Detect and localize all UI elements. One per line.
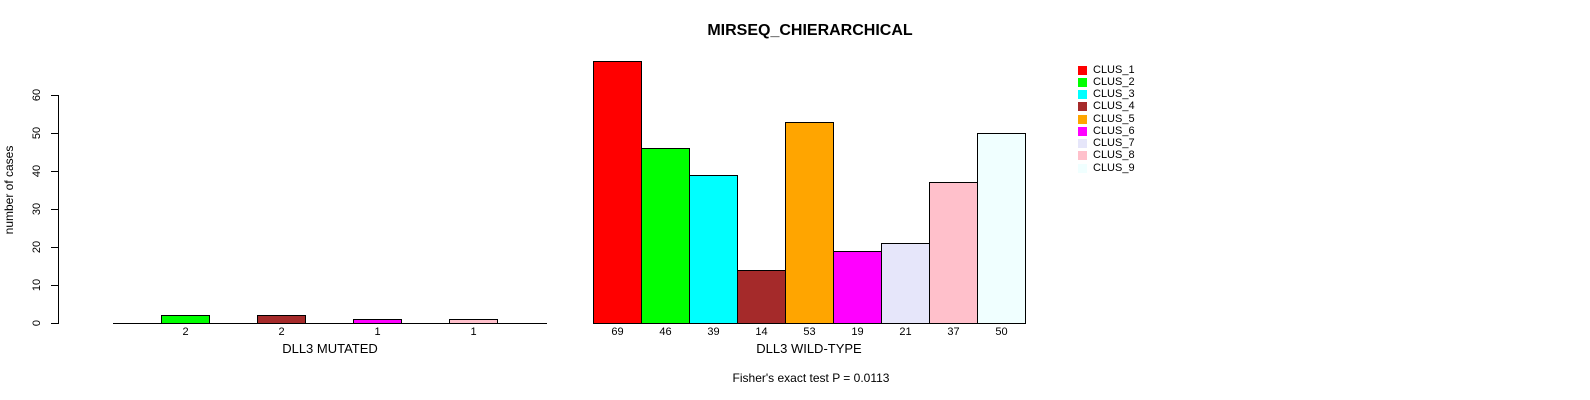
wildtype-bar-label-clus_6: 19 xyxy=(851,326,864,338)
legend-label-clus_8: CLUS_8 xyxy=(1093,149,1135,162)
legend-swatch-clus_7 xyxy=(1078,139,1087,149)
wildtype-bar-label-clus_8: 37 xyxy=(947,326,960,338)
wildtype-bar-clus_7 xyxy=(881,243,930,324)
y-tick xyxy=(51,209,58,210)
legend-swatch-clus_9 xyxy=(1078,163,1087,173)
y-tick-label: 0 xyxy=(31,319,43,327)
legend-label-clus_2: CLUS_2 xyxy=(1093,75,1135,88)
mutated-bar-clus_2 xyxy=(161,315,210,324)
legend-swatch-clus_5 xyxy=(1078,114,1087,124)
wildtype-bar-label-clus_5: 53 xyxy=(803,326,816,338)
wildtype-bar-clus_5 xyxy=(785,121,834,324)
legend-entry-clus_4: CLUS_4 xyxy=(1078,101,1135,113)
wildtype-bar-label-clus_1: 69 xyxy=(611,326,624,338)
x-axis-line-mutated xyxy=(113,323,547,324)
wildtype-bar-clus_4 xyxy=(737,269,786,324)
legend-swatch-clus_2 xyxy=(1078,77,1087,87)
legend-swatch-clus_6 xyxy=(1078,126,1087,136)
legend-swatch-clus_1 xyxy=(1078,65,1087,75)
mutated-bar-clus_8 xyxy=(449,319,498,324)
y-tick-label: 20 xyxy=(31,240,43,254)
legend-entry-clus_6: CLUS_6 xyxy=(1078,125,1135,137)
y-tick xyxy=(51,247,58,248)
legend-entry-clus_1: CLUS_1 xyxy=(1078,64,1135,76)
y-axis-title: number of cases xyxy=(2,145,16,235)
wildtype-bar-clus_1 xyxy=(593,60,642,324)
wildtype-bar-label-clus_9: 50 xyxy=(995,326,1008,338)
legend-entry-clus_3: CLUS_3 xyxy=(1078,89,1135,101)
wildtype-bar-clus_6 xyxy=(833,250,882,324)
wildtype-bar-label-clus_4: 14 xyxy=(755,326,768,338)
fisher-test-annotation: Fisher's exact test P = 0.0113 xyxy=(732,371,890,385)
y-tick xyxy=(51,285,58,286)
wildtype-bar-label-clus_2: 46 xyxy=(659,326,672,338)
legend-entry-clus_2: CLUS_2 xyxy=(1078,76,1135,88)
legend-swatch-clus_3 xyxy=(1078,90,1087,100)
legend-entry-clus_5: CLUS_5 xyxy=(1078,113,1135,125)
y-tick-label: 40 xyxy=(31,164,43,178)
y-tick-label: 50 xyxy=(31,126,43,140)
legend-label-clus_6: CLUS_6 xyxy=(1093,124,1135,137)
y-tick xyxy=(51,95,58,96)
legend-entry-clus_8: CLUS_8 xyxy=(1078,150,1135,162)
x-axis-title-dll3-mutated: DLL3 MUTATED xyxy=(282,341,378,356)
wildtype-bar-clus_2 xyxy=(641,148,690,324)
legend-entry-clus_9: CLUS_9 xyxy=(1078,162,1135,174)
legend-label-clus_7: CLUS_7 xyxy=(1093,137,1135,150)
legend-entry-clus_7: CLUS_7 xyxy=(1078,138,1135,150)
legend: CLUS_1 CLUS_2 CLUS_3 CLUS_4 CLUS_5 CLUS_6 CLUS… xyxy=(1078,64,1135,174)
y-tick-label: 10 xyxy=(31,278,43,292)
y-tick xyxy=(51,171,58,172)
wildtype-bar-clus_8 xyxy=(929,182,978,324)
mutated-bar-label-clus_6: 1 xyxy=(374,326,381,338)
mutated-bar-label-clus_4: 2 xyxy=(278,326,285,338)
legend-swatch-clus_8 xyxy=(1078,151,1087,161)
chart-title: MIRSEQ_CHIERARCHICAL xyxy=(707,22,913,39)
wildtype-bar-label-clus_3: 39 xyxy=(707,326,720,338)
mutated-bar-label-clus_2: 2 xyxy=(182,326,189,338)
legend-label-clus_4: CLUS_4 xyxy=(1093,100,1135,113)
y-tick xyxy=(51,133,58,134)
mutated-bar-clus_6 xyxy=(353,319,402,324)
y-tick-label: 30 xyxy=(31,202,43,216)
legend-label-clus_9: CLUS_9 xyxy=(1093,161,1135,174)
wildtype-bar-clus_9 xyxy=(977,133,1026,324)
y-tick xyxy=(51,323,58,324)
wildtype-bar-label-clus_7: 21 xyxy=(899,326,912,338)
wildtype-bar-clus_3 xyxy=(689,174,738,324)
x-axis-title-dll3-wild-type: DLL3 WILD-TYPE xyxy=(756,341,862,356)
legend-label-clus_3: CLUS_3 xyxy=(1093,88,1135,101)
mutated-bar-label-clus_8: 1 xyxy=(470,326,477,338)
y-tick-label: 60 xyxy=(31,88,43,102)
legend-label-clus_5: CLUS_5 xyxy=(1093,112,1135,125)
mutated-bar-clus_4 xyxy=(257,315,306,324)
y-axis-line xyxy=(58,95,59,324)
legend-label-clus_1: CLUS_1 xyxy=(1093,63,1135,76)
legend-swatch-clus_4 xyxy=(1078,102,1087,112)
